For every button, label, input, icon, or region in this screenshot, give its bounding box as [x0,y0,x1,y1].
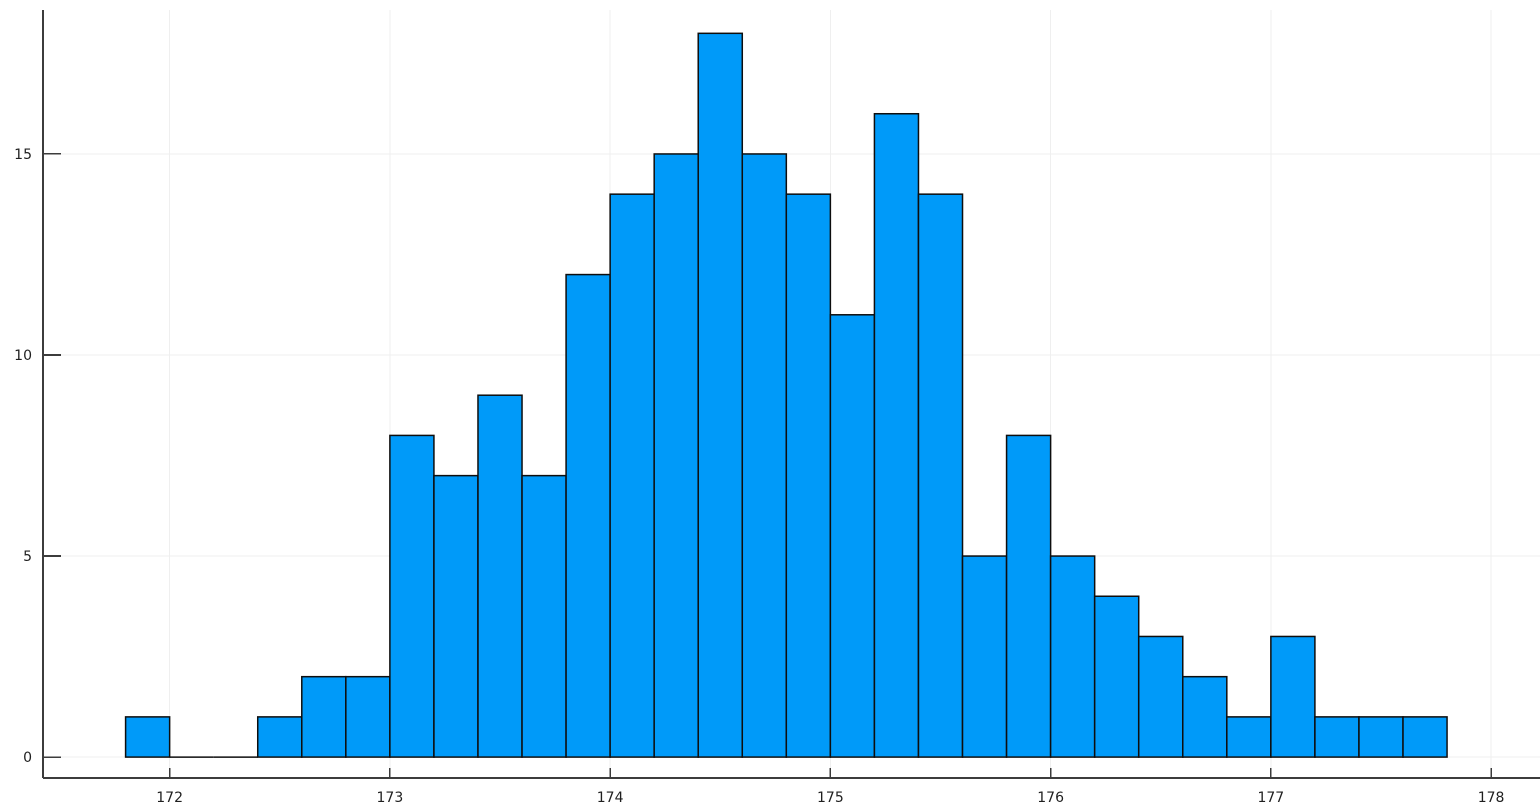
histogram-bar [653,153,699,758]
histogram-bar [124,716,171,758]
histogram-bar [1402,716,1448,758]
y-tick-label: 15 [14,147,32,163]
histogram-bar [829,314,876,758]
y-tick-label: 0 [23,750,32,766]
y-tick-label: 10 [14,348,32,364]
histogram-bar [477,394,523,758]
histogram-bar [256,716,303,758]
x-tick-label: 177 [1257,790,1284,806]
histogram-bar [1270,635,1316,758]
histogram-bar [609,193,655,758]
x-tick-label: 178 [1478,790,1505,806]
histogram-bar [1049,555,1096,758]
x-tick-label: 176 [1037,790,1064,806]
histogram-bar [961,555,1008,758]
histogram-bar [873,112,920,758]
histogram-bar [301,675,347,758]
histogram-bar [1314,716,1360,758]
histogram-bar [785,193,832,758]
histogram-bar [1137,635,1184,758]
histogram-bar [1358,716,1404,758]
histogram-bar [345,675,391,758]
histogram-bar [1093,595,1140,758]
histogram-bar [1182,675,1228,758]
histogram-bar [433,474,479,758]
histogram-bar [521,474,567,758]
histogram-bar [741,153,788,758]
histogram-bar [917,193,964,758]
histogram-bar [389,434,435,758]
histogram-bar [1005,434,1052,758]
histogram-bar [697,32,744,758]
x-tick-label: 174 [597,790,624,806]
y-tick-label: 5 [23,549,32,565]
histogram-bar [1226,716,1272,758]
x-tick-label: 175 [817,790,844,806]
x-tick-label: 172 [156,790,183,806]
x-tick-label: 173 [377,790,404,806]
histogram-bar [565,273,611,758]
